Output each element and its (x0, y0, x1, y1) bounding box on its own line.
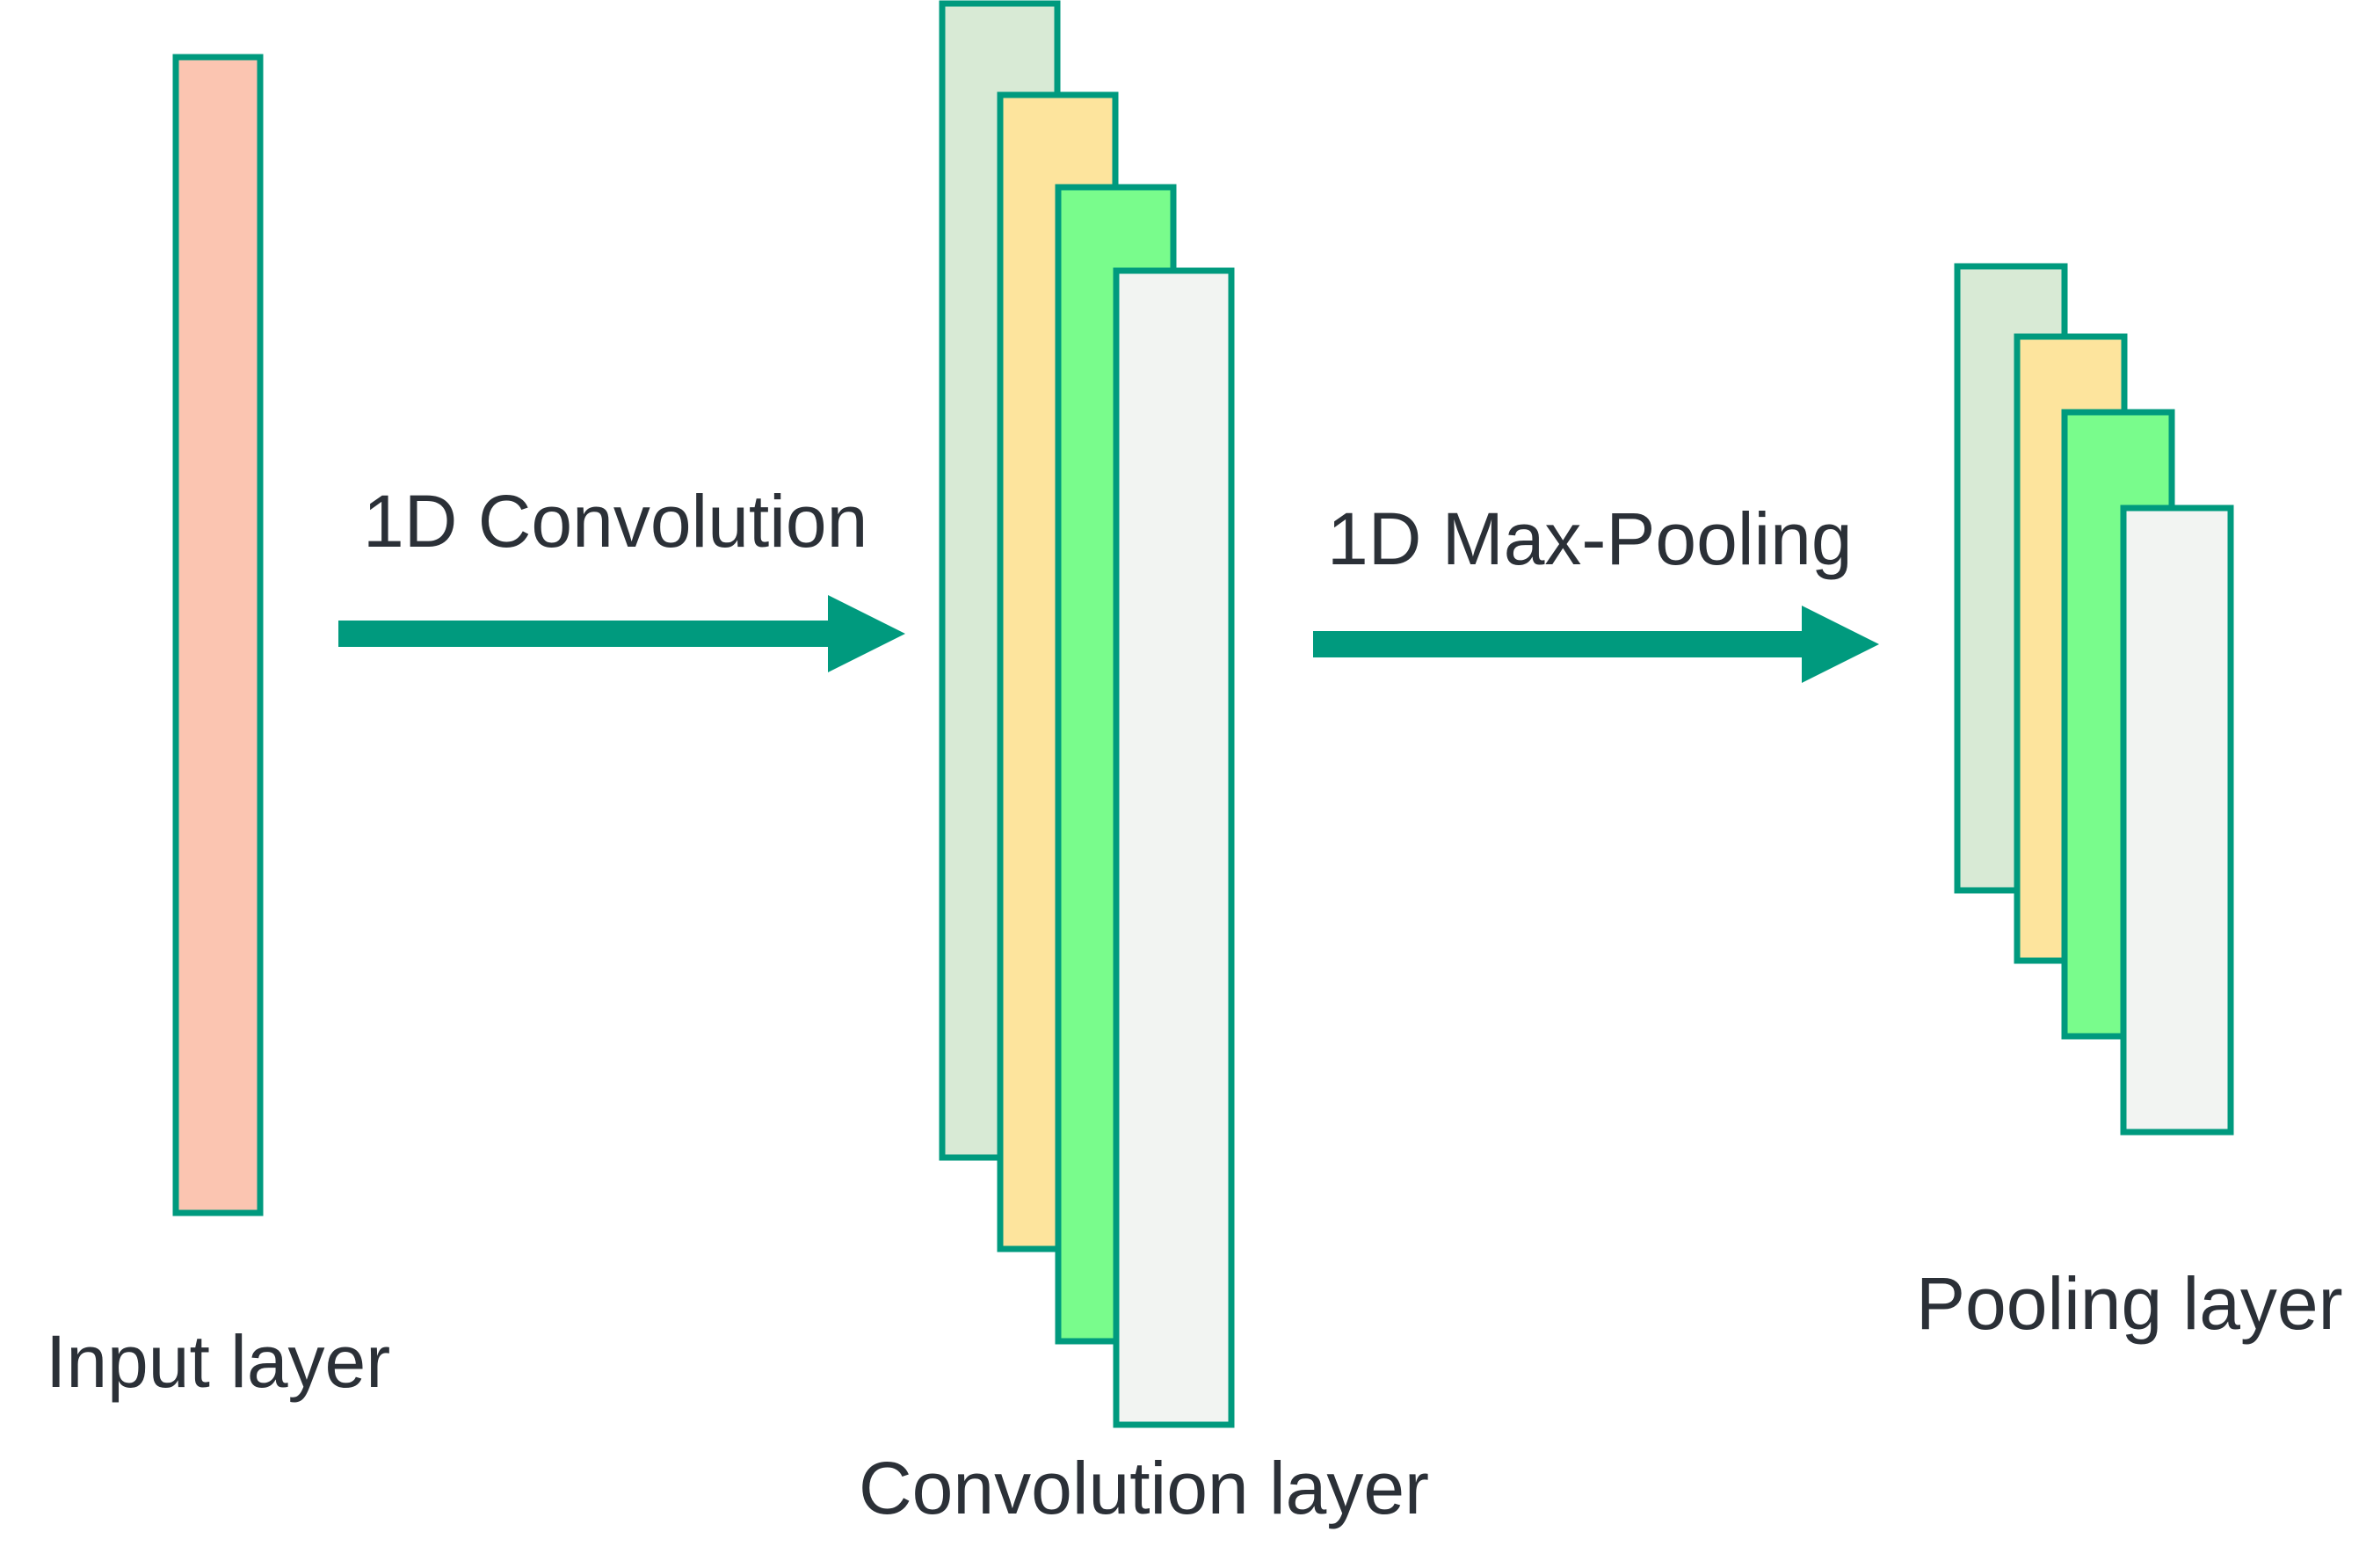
convolution-arrow-shaft (338, 621, 835, 647)
convolution-op-label: 1D Convolution (363, 480, 867, 563)
input-layer (172, 54, 264, 1216)
pooling-arrow-head (1802, 606, 1879, 683)
convolution-layer-label: Convolution layer (859, 1447, 1429, 1529)
convolution-map-4 (1113, 267, 1235, 1428)
pooling-map-4 (2120, 505, 2234, 1136)
pooling-arrow-shaft (1313, 631, 1809, 657)
input-layer-block (172, 54, 264, 1216)
pooling-arrow (1313, 606, 1879, 683)
convolution-arrow (338, 595, 905, 672)
pooling-layer-label: Pooling layer (1916, 1262, 2343, 1345)
convolution-arrow-head (828, 595, 905, 672)
pooling-layer (1954, 263, 2234, 1136)
input-layer-label: Input layer (46, 1320, 390, 1403)
pooling-op-label: 1D Max-Pooling (1327, 497, 1853, 580)
convolution-layer (939, 0, 1235, 1428)
